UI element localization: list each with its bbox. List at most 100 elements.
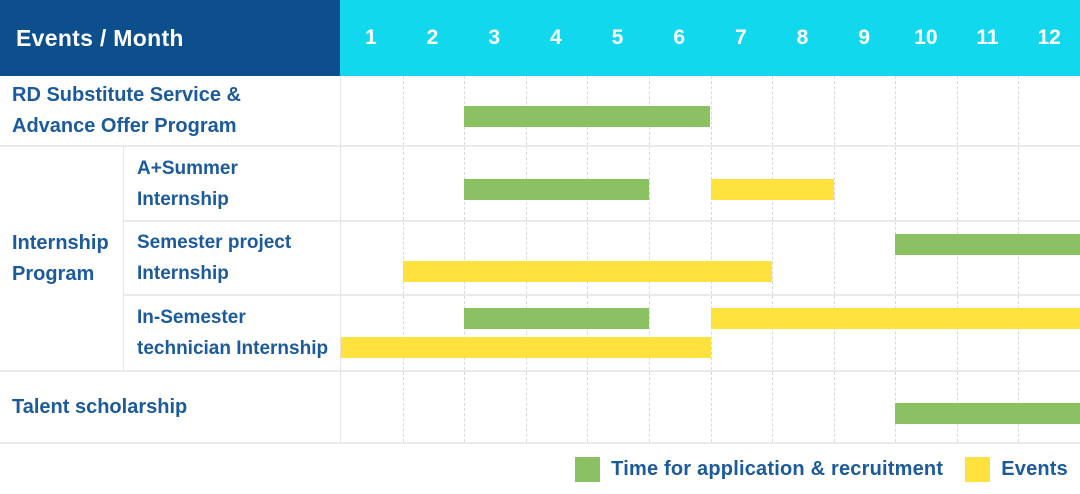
chart-cell: [340, 372, 1080, 442]
month-gridline: [525, 296, 527, 370]
month-label: 1: [364, 26, 377, 49]
table-row: Talent scholarship: [0, 370, 1080, 444]
row-label-line: In-Semester: [137, 307, 246, 328]
month-label: 5: [611, 26, 624, 49]
event-period-bar: [341, 337, 711, 358]
month-gridline: [772, 222, 774, 294]
month-gridline: [648, 372, 650, 442]
application-period-bar: [464, 179, 649, 200]
month-gridline: [772, 372, 774, 442]
month-gridline: [587, 296, 589, 370]
application-period-bar: [464, 106, 711, 127]
month-gridline: [587, 372, 589, 442]
month-gridline: [1018, 222, 1020, 294]
month-gridline: [895, 76, 897, 145]
month-gridline: [710, 76, 712, 145]
month-label: 7: [734, 26, 747, 49]
month-gridline: [587, 222, 589, 294]
month-label: 3: [488, 26, 500, 49]
event-period-bar: [402, 261, 773, 282]
month-label: 12: [1037, 26, 1061, 49]
month-gridline: [402, 222, 404, 294]
legend-label: Events: [1001, 457, 1068, 480]
month-gridline: [525, 222, 527, 294]
month-gridline: [648, 222, 650, 294]
month-label: 9: [858, 26, 870, 49]
month-label: 11: [976, 26, 999, 49]
month-gridline: [956, 222, 958, 294]
row-label-talent-scholarship: Talent scholarship: [0, 372, 340, 442]
table-row: A+Summer Internship: [124, 147, 1080, 220]
events-month-header: Events / Month: [0, 0, 340, 76]
row-label-line: Semester project: [137, 232, 292, 253]
group-label-line: Internship: [12, 231, 109, 254]
row-label-line: Advance Offer Program: [12, 114, 237, 137]
row-label-line: RD Substitute Service &: [12, 83, 241, 106]
chart-cell: [340, 147, 1080, 220]
chart-cell: [340, 296, 1080, 370]
row-label-line: Talent scholarship: [12, 395, 188, 418]
month-gridline: [833, 76, 835, 145]
legend-item-application: Time for application & recruitment: [575, 456, 944, 482]
legend-item-events: Events: [965, 456, 1068, 482]
month-gridline: [833, 296, 835, 370]
month-gridline: [464, 296, 466, 370]
month-gridline: [710, 222, 712, 294]
row-label-line: technician Internship: [137, 338, 329, 359]
month-header-row: 1 2 3 4 5 6 7 8 9 10 11 12: [340, 0, 1080, 76]
row-label-line: Internship: [137, 188, 229, 210]
month-gridline: [402, 372, 404, 442]
row-label-line: A+Summer: [137, 157, 238, 179]
month-gridline: [956, 296, 958, 370]
month-gridline: [648, 296, 650, 370]
month-gridline: [956, 76, 958, 145]
internship-program-group: Internship Program A+Summer Internship S…: [0, 147, 1080, 370]
table-row: RD Substitute Service & Advance Offer Pr…: [0, 76, 1080, 147]
chart-cell: [340, 222, 1080, 294]
row-label-semester-project: Semester project Internship: [124, 222, 340, 294]
row-label-line: Internship: [137, 263, 229, 284]
month-gridline: [833, 147, 835, 220]
month-gridline: [956, 147, 958, 220]
table-row: Semester project Internship: [124, 220, 1080, 294]
month-gridline: [402, 296, 404, 370]
month-gridline: [710, 372, 712, 442]
group-label-line: Program: [12, 262, 95, 285]
group-subrows: A+Summer Internship Semester project Int…: [124, 147, 1080, 370]
month-gridline: [710, 296, 712, 370]
month-label: 2: [426, 26, 439, 49]
chart-cell: [340, 76, 1080, 145]
row-label-in-semester: In-Semester technician Internship: [124, 296, 340, 370]
application-period-bar: [464, 308, 649, 329]
group-label-internship-program: Internship Program: [0, 147, 124, 370]
month-gridline: [1018, 76, 1020, 145]
application-period-bar: [895, 402, 1080, 424]
month-label: 4: [549, 26, 562, 49]
month-label: 6: [673, 26, 685, 49]
month-gridline: [525, 372, 527, 442]
application-period-bar: [895, 234, 1080, 255]
month-gridline: [895, 147, 897, 220]
row-label-a-summer: A+Summer Internship: [124, 147, 340, 220]
yellow-swatch-icon: [965, 456, 991, 482]
green-swatch-icon: [575, 456, 601, 482]
month-gridline: [402, 76, 404, 145]
month-gridline: [895, 296, 897, 370]
month-gridline: [833, 372, 835, 442]
header-row: Events / Month 1 2 3 4 5 6 7 8 9 10 11 12: [0, 0, 1080, 76]
event-period-bar: [710, 308, 1080, 329]
month-gridline: [772, 296, 774, 370]
month-label: 8: [796, 26, 809, 49]
month-gridline: [402, 147, 404, 220]
table-row: In-Semester technician Internship: [124, 294, 1080, 370]
legend-label: Time for application & recruitment: [611, 457, 944, 480]
event-period-bar: [710, 179, 834, 200]
month-gridline: [648, 147, 650, 220]
legend: Time for application & recruitment Event…: [0, 444, 1080, 494]
month-label: 10: [914, 26, 938, 49]
month-gridline: [1018, 296, 1020, 370]
month-gridline: [1018, 147, 1020, 220]
month-gridline: [464, 222, 466, 294]
month-gridline: [895, 222, 897, 294]
